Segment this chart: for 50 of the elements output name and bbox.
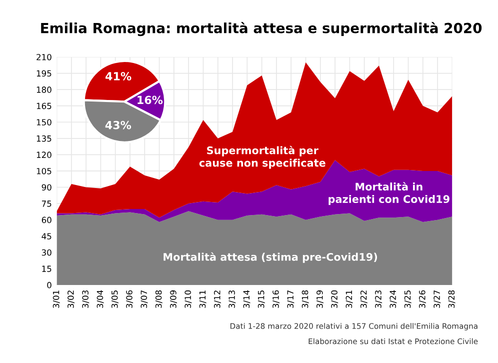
data-label: 41% xyxy=(106,72,132,80)
y-tick-label: 75 xyxy=(42,200,52,207)
x-tick-label: 3/23 xyxy=(375,290,382,308)
x-tick-label: 3/07 xyxy=(140,290,148,308)
y-tick-label: 90 xyxy=(42,184,52,191)
y-tick-label: 120 xyxy=(36,152,52,158)
y-tick-label: 30 xyxy=(42,249,52,256)
x-tick-label: 3/22 xyxy=(360,290,368,308)
x-tick-label: 3/05 xyxy=(111,290,118,308)
x-tick-label: 3/06 xyxy=(126,290,134,308)
x-tick-label: 3/11 xyxy=(199,290,206,308)
x-tick-label: 3/15 xyxy=(258,290,265,308)
x-tick-label: 3/12 xyxy=(214,290,221,308)
x-tick-label: 3/24 xyxy=(390,290,397,308)
x-tick-label: 3/27 xyxy=(434,290,441,308)
series-label: Mortalità attesa (stima pre-Covid19) xyxy=(164,252,378,263)
x-tick-label: 3/18 xyxy=(302,290,309,308)
y-tick-label: 60 xyxy=(42,216,52,224)
y-tick-label: 150 xyxy=(36,119,52,126)
y-tick-label: 165 xyxy=(36,102,52,110)
x-tick-label: 3/28 xyxy=(448,290,456,308)
y-tick-label: 105 xyxy=(36,168,52,174)
y-tick-label: 45 xyxy=(42,233,52,240)
x-tick-label: 3/19 xyxy=(316,290,324,308)
x-tick-label: 3/13 xyxy=(228,290,236,308)
series-label: Mortalità in pazienti con Covid19 xyxy=(328,182,450,206)
x-tick-label: 3/03 xyxy=(82,290,90,308)
y-tick-label: 180 xyxy=(36,86,52,93)
x-tick-label: 3/17 xyxy=(287,290,294,308)
x-tick-label: 3/04 xyxy=(96,290,104,308)
y-tick-label: 210 xyxy=(36,54,52,60)
x-tick-label: 3/09 xyxy=(170,290,178,308)
x-tick-label: 3/25 xyxy=(404,290,412,308)
data-label: 16% xyxy=(138,96,163,104)
x-tick-label: 3/02 xyxy=(68,290,74,308)
y-tick-label: 15 xyxy=(42,266,52,272)
y-tick-label: 195 xyxy=(36,70,52,77)
data-label: 43% xyxy=(105,120,132,130)
y-tick-label: 0 xyxy=(47,282,52,288)
x-tick-label: 3/26 xyxy=(419,290,426,308)
x-tick-label: 3/01 xyxy=(52,290,60,308)
x-tick-label: 3/20 xyxy=(331,290,338,308)
series-label: Supermortalità per cause non specificate xyxy=(199,146,326,169)
x-tick-label: 3/10 xyxy=(184,290,192,308)
x-tick-label: 3/21 xyxy=(346,290,353,308)
y-tick-label: 135 xyxy=(36,135,52,142)
x-tick-label: 3/14 xyxy=(243,290,250,308)
x-tick-label: 3/08 xyxy=(155,290,162,308)
x-tick-label: 3/16 xyxy=(272,290,280,308)
chart-title: Emilia Romagna: mortalità attesa e supermortalità 2020 xyxy=(41,22,482,36)
